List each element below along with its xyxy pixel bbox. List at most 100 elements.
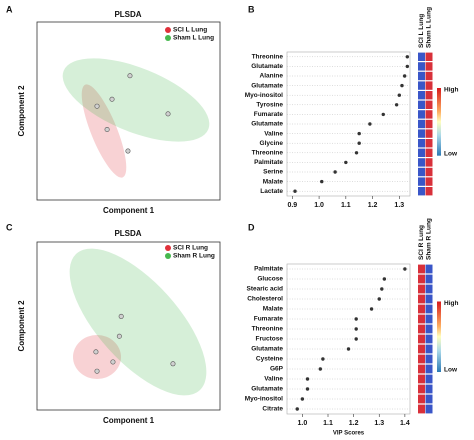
heatmap-cell (418, 294, 425, 304)
data-point (170, 361, 176, 367)
heatmap-cell (425, 344, 433, 354)
data-point (116, 333, 122, 339)
y-tick-label: Glycine (260, 140, 284, 147)
legend-swatch (165, 245, 171, 251)
heatmap-cell (425, 110, 433, 119)
y-tick-label: Citrate (262, 406, 283, 413)
heatmap-cell (425, 384, 433, 394)
vip-point (402, 74, 407, 78)
heatmap-cell (418, 71, 425, 81)
heatmap-cell (425, 394, 433, 404)
heatmap-column-label: SCI L Lung (418, 14, 425, 48)
y-tick-label: Palmitate (254, 159, 283, 166)
vip-point (305, 377, 310, 381)
y-tick-label: Alanine (260, 73, 284, 80)
panel-letter: C (6, 222, 13, 232)
heatmap-cell (418, 394, 425, 404)
plot-frame (36, 21, 221, 201)
y-tick-label: Myo-inositol (245, 92, 283, 99)
chart-title: PLSDA (114, 229, 141, 238)
legend-swatch (165, 35, 171, 41)
legend-label: Sham R Lung (173, 253, 215, 260)
vip-point (333, 170, 337, 174)
heatmap-cell (425, 187, 433, 196)
vip-point (320, 179, 324, 184)
colorbar-high: High (444, 300, 458, 307)
vip-point (300, 397, 305, 401)
x-tick-label: 1.3 (394, 202, 404, 209)
heatmap-cell (418, 177, 425, 186)
heatmap-cell (418, 354, 425, 364)
panel-letter: B (248, 4, 255, 14)
heatmap-cell (418, 314, 425, 324)
x-axis-label: VIP Scores (333, 431, 365, 437)
heatmap-cell (418, 119, 425, 129)
heatmap-cell (418, 404, 425, 414)
y-tick-label: Glutamate (251, 121, 283, 128)
heatmap-cell (425, 294, 433, 304)
vip-point (295, 407, 299, 411)
vip-point (354, 327, 358, 331)
y-tick-label: Threonine (252, 150, 284, 157)
vip-point (368, 122, 372, 126)
vip-point (377, 297, 381, 301)
colorbar-high: High (444, 87, 458, 94)
panel-letter: D (248, 222, 255, 232)
heatmap-cell (425, 324, 433, 334)
legend-label: SCI R Lung (173, 245, 208, 252)
heatmap-cell (425, 119, 433, 129)
y-tick-label: Glutamate (251, 63, 283, 70)
heatmap-cell (418, 364, 425, 374)
data-point (94, 103, 100, 109)
x-tick-label: 1.2 (368, 202, 378, 209)
vip-point (380, 287, 384, 291)
heatmap-cell (425, 177, 433, 186)
y-tick-label: Glucose (257, 276, 283, 283)
heatmap-cell (425, 274, 433, 284)
data-point (127, 73, 133, 79)
heatmap-cell (418, 62, 425, 71)
heatmap-cell (425, 364, 433, 374)
vip-point (381, 112, 385, 117)
vip-point (397, 93, 402, 97)
data-point (93, 349, 99, 355)
vip-point (344, 160, 348, 165)
heatmap-cell (418, 110, 425, 119)
vip-point (394, 103, 399, 107)
colorbar-low: Low (444, 367, 458, 374)
heatmap-cell (418, 52, 425, 61)
heatmap-cell (425, 314, 433, 324)
y-tick-label: Lactate (260, 188, 283, 195)
confidence-ellipse (62, 58, 210, 142)
vip-point (382, 277, 387, 281)
heatmap-cell (425, 167, 433, 177)
y-tick-label: Myo-inositol (245, 396, 283, 403)
heatmap-cell (418, 334, 425, 344)
y-tick-label: G6P (270, 366, 284, 373)
x-tick-label: 1.3 (374, 420, 384, 427)
data-point (110, 359, 116, 365)
data-point (104, 127, 110, 133)
x-tick-label: 1.4 (400, 420, 410, 427)
y-axis-label: Component 2 (17, 85, 26, 137)
x-tick-label: 1.1 (341, 202, 351, 209)
data-point (125, 148, 131, 154)
legend-label: SCI L Lung (173, 27, 207, 34)
vip-point (357, 131, 361, 136)
colorbar-low: Low (444, 150, 458, 157)
heatmap-cell (425, 404, 433, 414)
heatmap-cell (418, 304, 425, 314)
y-axis-label: Component 2 (17, 300, 26, 352)
heatmap-cell (425, 52, 433, 61)
heatmap-cell (425, 334, 433, 344)
vip-point (293, 189, 297, 193)
heatmap-cell (425, 139, 433, 148)
y-tick-label: Stearic acid (247, 286, 284, 293)
y-tick-label: Malate (263, 306, 284, 313)
heatmap-cell (425, 81, 433, 90)
chart-title: PLSDA (114, 10, 141, 19)
x-tick-label: 1.1 (323, 420, 333, 427)
heatmap-cell (418, 158, 425, 167)
vip-point (400, 83, 404, 88)
